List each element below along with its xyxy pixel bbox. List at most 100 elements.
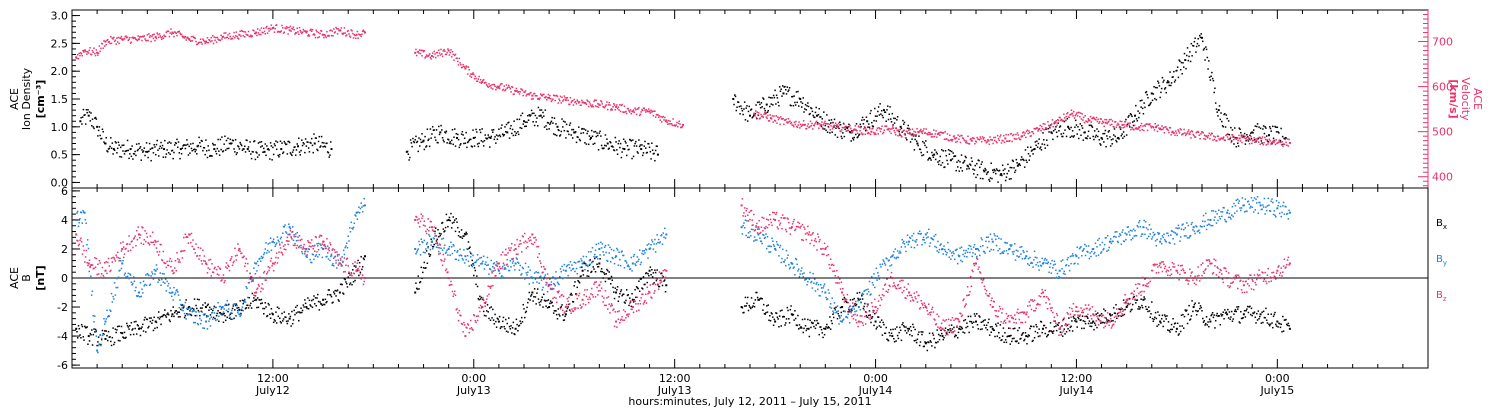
- velocity-point-0: [1255, 139, 1258, 142]
- density-fill-point-0: [600, 135, 602, 137]
- density-fill-point-0: [574, 131, 577, 133]
- bfield-fill-point-0: [956, 336, 959, 339]
- bfield-fill-point-0: [526, 306, 528, 309]
- bfield-fill-point-0: [215, 314, 218, 317]
- density-fill-point-0: [1214, 102, 1217, 104]
- density-fill-point-0: [925, 140, 927, 142]
- velocity-fill-point-0: [1275, 138, 1277, 141]
- density-fill-point-0: [956, 161, 958, 163]
- bfield-fill-point-0: [1205, 322, 1207, 325]
- bfield-fill-point-0: [546, 299, 548, 302]
- bfield-fill-point-0: [1163, 320, 1165, 323]
- velocity-fill-point-0: [1273, 140, 1276, 142]
- bfield-fill-point-0: [1106, 321, 1109, 323]
- bfield-fill-point-0: [1034, 330, 1037, 333]
- velocity-point-0: [887, 128, 890, 131]
- velocity-fill-point-0: [990, 139, 993, 141]
- bfield-fill-point-0: [601, 271, 604, 273]
- velocity-fill-point-0: [1153, 129, 1156, 131]
- density-fill-point-0: [1104, 129, 1107, 132]
- density-fill-point-0: [147, 156, 149, 159]
- velocity-fill-point-0: [493, 83, 496, 86]
- bfield-fill-point-1: [148, 274, 150, 277]
- velocity-fill-point-0: [134, 37, 136, 39]
- bfield-fill-point-0: [444, 226, 447, 229]
- bfield-fill-point-0: [625, 299, 627, 302]
- bfield-fill-point-0: [768, 319, 770, 322]
- velocity-fill-point-0: [259, 29, 261, 31]
- bfield-fill-point-0: [549, 300, 552, 302]
- bfield-fill-point-0: [242, 302, 244, 305]
- velocity-fill-point-0: [149, 35, 152, 37]
- bfield-fill-point-0: [446, 219, 448, 222]
- bfield-fill-point-0: [660, 272, 663, 274]
- density-fill-point-0: [107, 150, 109, 153]
- velocity-fill-point-0: [1052, 125, 1054, 128]
- velocity-fill-point-0: [316, 30, 318, 33]
- bfield-fill-point-0: [106, 334, 108, 337]
- velocity-fill-point-0: [667, 123, 669, 125]
- bfield-fill-point-0: [1118, 308, 1120, 310]
- velocity-fill-point-0: [639, 113, 642, 116]
- density-fill-point-0: [200, 139, 203, 142]
- density-fill-point-0: [788, 87, 791, 89]
- density-fill-point-0: [887, 118, 890, 121]
- bfield-fill-point-1: [287, 233, 289, 236]
- density-fill-point-0: [152, 152, 155, 154]
- density-fill-point-0: [642, 152, 645, 154]
- velocity-fill-point-0: [102, 47, 104, 49]
- velocity-fill-point-0: [1271, 142, 1274, 144]
- density-fill-point-0: [508, 121, 510, 124]
- density-fill-point-0: [1035, 144, 1037, 147]
- velocity-fill-point-0: [911, 128, 914, 130]
- density-fill-point-0: [1026, 161, 1028, 164]
- velocity-fill-point-0: [1235, 138, 1238, 140]
- bfield-fill-point-1: [155, 264, 158, 266]
- density-fill-point-0: [320, 145, 322, 147]
- velocity-fill-point-0: [612, 106, 614, 108]
- density-point-0: [1201, 36, 1203, 39]
- density-fill-point-0: [122, 144, 125, 146]
- bfield-fill-point-1: [138, 296, 141, 298]
- bfield-point-0: [121, 332, 124, 335]
- bfield-fill-point-0: [1055, 329, 1058, 332]
- bfield-fill-point-0: [1252, 312, 1254, 314]
- velocity-fill-point-0: [766, 117, 768, 120]
- velocity-point-0: [188, 38, 191, 41]
- density-fill-point-0: [998, 170, 1000, 172]
- velocity-fill-point-0: [1025, 130, 1028, 133]
- velocity-fill-point-0: [164, 35, 167, 38]
- bfield-fill-point-0: [154, 327, 156, 330]
- density-fill-point-0: [584, 129, 587, 131]
- density-fill-point-0: [1108, 130, 1110, 132]
- bfield-fill-point-0: [256, 306, 258, 309]
- bfield-fill-point-0: [1099, 314, 1101, 316]
- density-fill-point-0: [797, 105, 800, 107]
- density-fill-point-0: [585, 143, 588, 145]
- bfield-fill-point-0: [1173, 322, 1176, 325]
- velocity-fill-point-0: [1107, 121, 1109, 124]
- density-fill-point-0: [934, 149, 936, 151]
- bfield-fill-point-0: [1112, 307, 1115, 309]
- bfield-fill-point-0: [1141, 304, 1143, 307]
- bfield-fill-point-0: [252, 300, 254, 303]
- density-fill-point-0: [968, 167, 970, 170]
- density-fill-point-0: [645, 147, 647, 149]
- bfield-fill-point-1: [144, 283, 146, 286]
- velocity-fill-point-0: [994, 136, 997, 139]
- velocity-fill-point-0: [804, 123, 806, 126]
- velocity-fill-point-0: [470, 76, 473, 78]
- bfield-fill-point-0: [460, 236, 462, 238]
- bfield-fill-point-0: [348, 283, 351, 286]
- density-fill-point-0: [130, 155, 133, 158]
- bfield-fill-point-0: [560, 305, 563, 308]
- velocity-fill-point-0: [1200, 133, 1202, 135]
- density-fill-point-0: [1123, 135, 1126, 138]
- density-fill-point-0: [986, 171, 989, 174]
- bfield-fill-point-0: [782, 315, 785, 318]
- velocity-fill-point-0: [1028, 130, 1030, 132]
- bfield-fill-point-0: [439, 234, 442, 237]
- velocity-fill-point-0: [1202, 132, 1204, 134]
- bfield-fill-point-0: [77, 337, 79, 339]
- bfield-fill-point-1: [240, 314, 242, 316]
